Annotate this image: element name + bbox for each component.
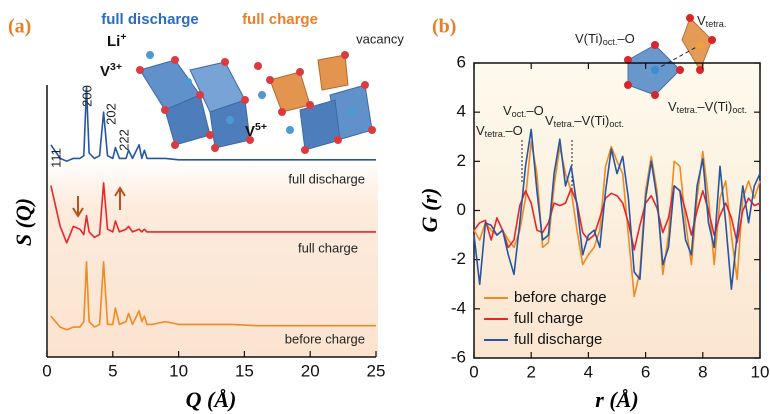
annotation-part: V: [503, 103, 512, 118]
structure-inset-b: [624, 14, 716, 99]
y-tick-label: 4: [457, 102, 466, 121]
annotation-part: –V(Ti): [697, 99, 732, 114]
y-tick-label: 0: [457, 200, 466, 219]
panel-label: (a): [8, 16, 31, 38]
annotation-part: V: [245, 123, 255, 140]
annotation-part: –V(Ti): [574, 113, 609, 128]
annotation: Voct.–O: [503, 103, 544, 119]
annotation-part: V: [100, 63, 110, 80]
series-label: before charge: [285, 331, 365, 346]
x-tick-label: 0: [469, 362, 478, 381]
x-axis-label: Q (Å): [186, 387, 237, 412]
y-tick-label: -4: [451, 298, 466, 317]
vacancy-label: vacancy: [356, 31, 404, 46]
series-label: full charge: [298, 240, 358, 255]
series-label: full discharge: [288, 171, 365, 186]
y-axis-label: S (Q): [11, 198, 36, 246]
x-axis-label: r (Å): [595, 387, 638, 412]
annotation: V(Ti)oct.–O: [575, 31, 635, 47]
x-tick-label: 15: [235, 361, 254, 380]
annotation-part: tetra.: [706, 19, 727, 29]
legend-label: full discharge: [514, 331, 602, 348]
peak-label: 111: [48, 148, 63, 168]
legend-label: before charge: [514, 289, 607, 306]
y-tick-label: -6: [451, 347, 466, 366]
annotation-part: oct.: [732, 105, 747, 115]
x-tick-label: 20: [301, 361, 320, 380]
arrow: [72, 196, 84, 218]
x-tick-label: 25: [367, 361, 386, 380]
x-tick-label: 10: [751, 362, 770, 381]
annotation-part: V: [476, 123, 485, 138]
annotation-part: 3+: [110, 61, 122, 73]
arrow: [114, 186, 126, 210]
annotation-part: tetra.: [485, 129, 506, 139]
annotation-part: 5+: [255, 121, 267, 133]
annotation-part: –O: [617, 31, 634, 46]
annotation-part: +: [120, 31, 126, 43]
x-tick-label: 8: [698, 362, 707, 381]
y-tick-label: 6: [457, 52, 466, 71]
annotation-part: tetra.: [677, 105, 698, 115]
legend-label: full charge: [514, 310, 583, 327]
annotation-part: oct.: [609, 119, 624, 129]
y-axis-label: G (r): [417, 188, 442, 233]
annotation-part: V: [697, 13, 706, 28]
peak-label: 202: [103, 103, 118, 125]
annotation-part: Li: [107, 33, 120, 50]
x-tick-label: 10: [169, 361, 188, 380]
panel-a-background: [48, 160, 378, 357]
annotation: Vtetra.: [697, 13, 726, 29]
peak-label: 200: [79, 85, 94, 107]
x-tick-label: 6: [641, 362, 650, 381]
y-tick-label: 2: [457, 151, 466, 170]
annotation-part: oct.: [512, 109, 527, 119]
y-tick-label: -2: [451, 249, 466, 268]
annotation: Vtetra.–V(Ti)oct.: [545, 113, 624, 129]
annotation: Vtetra.–V(Ti)oct.: [668, 99, 747, 115]
annotation-part: V(Ti): [575, 31, 603, 46]
x-tick-label: 0: [42, 361, 51, 380]
data-line: [50, 261, 376, 331]
x-tick-label: 2: [526, 362, 535, 381]
inset-title: full charge: [242, 11, 318, 28]
structure-inset-a: [136, 51, 376, 154]
annotation-part: oct.: [603, 37, 618, 47]
annotation: V5+: [245, 121, 267, 140]
annotation-part: –O: [505, 123, 522, 138]
annotation: Vtetra.–O: [476, 123, 523, 139]
inset-title: full discharge: [101, 11, 199, 28]
panel-label: (b): [432, 16, 456, 38]
peak-label: 222: [116, 129, 131, 151]
annotation-part: V: [545, 113, 554, 128]
x-tick-label: 5: [108, 361, 117, 380]
data-line: [473, 128, 761, 290]
x-tick-label: 4: [584, 362, 593, 381]
annotation: V3+: [100, 61, 122, 80]
data-line: [50, 86, 376, 162]
annotation: Li+: [107, 31, 126, 50]
annotation-part: V: [668, 99, 677, 114]
data-line: [50, 182, 376, 244]
annotation-part: –O: [526, 103, 543, 118]
annotation-part: tetra.: [554, 119, 575, 129]
